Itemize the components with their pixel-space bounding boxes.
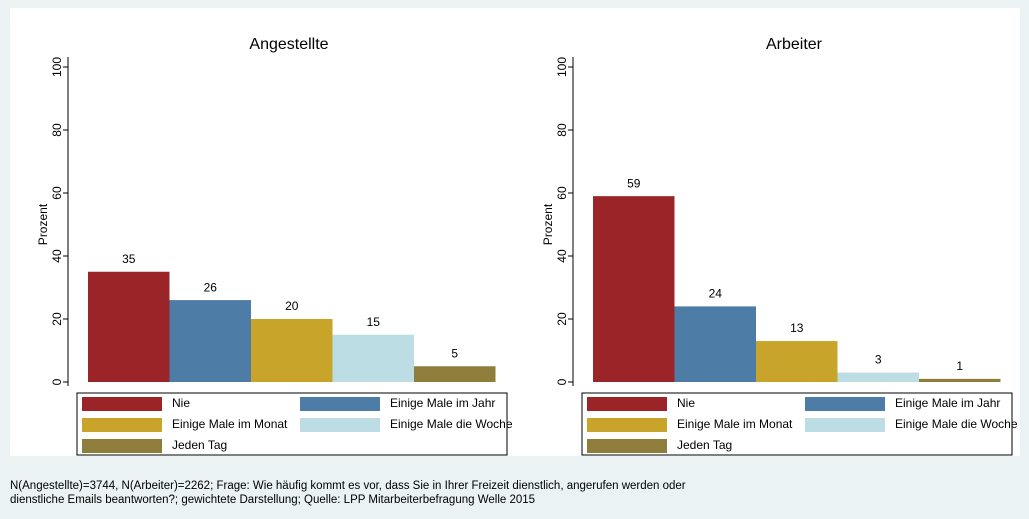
bar — [674, 306, 756, 382]
legend-swatch — [587, 418, 667, 432]
legend-label: Einige Male im Jahr — [895, 396, 1000, 410]
bar — [414, 366, 496, 382]
y-tick-label: 60 — [50, 186, 64, 200]
y-tick-label: 20 — [50, 312, 64, 326]
bar — [332, 334, 414, 382]
value-label: 35 — [122, 252, 136, 266]
legend-label: Einige Male die Woche — [895, 417, 1018, 431]
note: N(Angestellte)=3744, N(Arbeiter)=2262; F… — [10, 480, 686, 492]
legend-label: Nie — [172, 396, 190, 410]
value-label: 59 — [627, 176, 641, 190]
legend-swatch — [805, 418, 885, 432]
panel-area — [10, 8, 1020, 456]
bar — [593, 196, 675, 382]
y-tick-label: 80 — [555, 123, 569, 137]
legend-label: Einige Male im Monat — [172, 417, 288, 431]
y-tick-label: 100 — [50, 57, 64, 77]
legend-swatch — [300, 397, 380, 411]
value-label: 1 — [956, 359, 963, 373]
legend-swatch — [82, 418, 162, 432]
legend-label: Nie — [677, 396, 695, 410]
note: dienstliche Emails beantworten?; gewicht… — [10, 494, 535, 506]
y-tick-label: 80 — [50, 123, 64, 137]
bar — [88, 271, 170, 382]
legend-label: Einige Male die Woche — [390, 417, 513, 431]
y-tick-label: 100 — [555, 57, 569, 77]
value-label: 20 — [285, 299, 299, 313]
value-label: 24 — [709, 287, 723, 301]
y-axis-label: Prozent — [541, 203, 555, 245]
value-label: 15 — [367, 315, 381, 329]
value-label: 3 — [875, 353, 882, 367]
legend-swatch — [82, 439, 162, 453]
legend-swatch — [82, 397, 162, 411]
legend-swatch — [587, 439, 667, 453]
value-label: 13 — [790, 321, 804, 335]
bar — [169, 300, 251, 382]
legend-swatch — [587, 397, 667, 411]
y-tick-label: 40 — [50, 249, 64, 263]
bar — [251, 319, 333, 382]
bar — [919, 378, 1001, 382]
y-tick-label: 20 — [555, 312, 569, 326]
panel-title: Arbeiter — [766, 36, 823, 53]
y-tick-label: 0 — [50, 378, 64, 385]
legend-label: Einige Male im Jahr — [390, 396, 495, 410]
legend-label: Jeden Tag — [677, 438, 732, 452]
value-label: 26 — [204, 280, 218, 294]
legend-label: Jeden Tag — [172, 438, 227, 452]
legend-label: Einige Male im Monat — [677, 417, 793, 431]
y-tick-label: 40 — [555, 249, 569, 263]
value-label: 5 — [451, 346, 458, 360]
panel-title: Angestellte — [249, 36, 328, 53]
y-axis-label: Prozent — [36, 203, 50, 245]
legend-swatch — [805, 397, 885, 411]
y-tick-label: 60 — [555, 186, 569, 200]
legend-swatch — [300, 418, 380, 432]
bar — [756, 341, 838, 382]
bar — [837, 372, 919, 382]
y-tick-label: 0 — [555, 378, 569, 385]
